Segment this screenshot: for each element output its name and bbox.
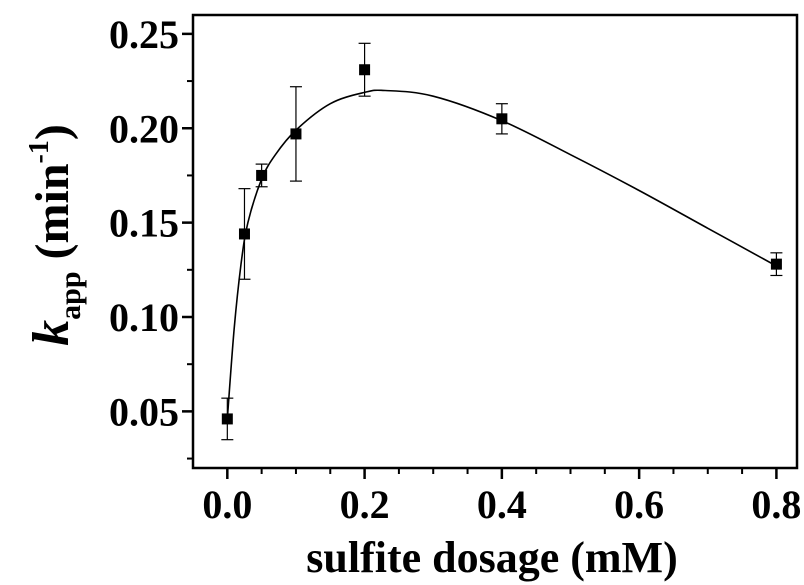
y-tick-label-3: 0.20 <box>109 106 179 151</box>
data-point-5 <box>496 113 508 125</box>
x-tick-label-3: 0.6 <box>614 482 664 527</box>
y-axis-symbol: k <box>23 320 80 346</box>
x-tick-label-0: 0.0 <box>202 482 252 527</box>
x-tick-label-4: 0.8 <box>751 482 801 527</box>
y-tick-label-2: 0.15 <box>109 201 179 246</box>
y-tick-label-4: 0.25 <box>109 12 179 57</box>
y-tick-label-1: 0.10 <box>109 295 179 340</box>
plot-frame <box>191 13 799 470</box>
y-axis-unit-close: ) <box>26 124 79 140</box>
y-tick-label-0: 0.05 <box>109 389 179 434</box>
data-point-3 <box>290 128 302 140</box>
data-point-0 <box>221 413 233 425</box>
y-axis-subscript: app <box>54 271 87 319</box>
data-point-2 <box>256 169 268 181</box>
y-axis-unit-open: (min <box>26 163 79 259</box>
x-axis-title: sulfite dosage (mM) <box>306 533 678 582</box>
fit-curve <box>226 89 777 419</box>
data-point-1 <box>238 228 250 240</box>
y-axis-title: kapp (min-1) <box>23 124 87 346</box>
y-axis-unit-superscript: -1 <box>24 140 55 163</box>
data-point-4 <box>359 64 371 76</box>
x-tick-label-1: 0.2 <box>340 482 390 527</box>
x-tick-label-2: 0.4 <box>477 482 527 527</box>
data-point-6 <box>770 258 782 270</box>
